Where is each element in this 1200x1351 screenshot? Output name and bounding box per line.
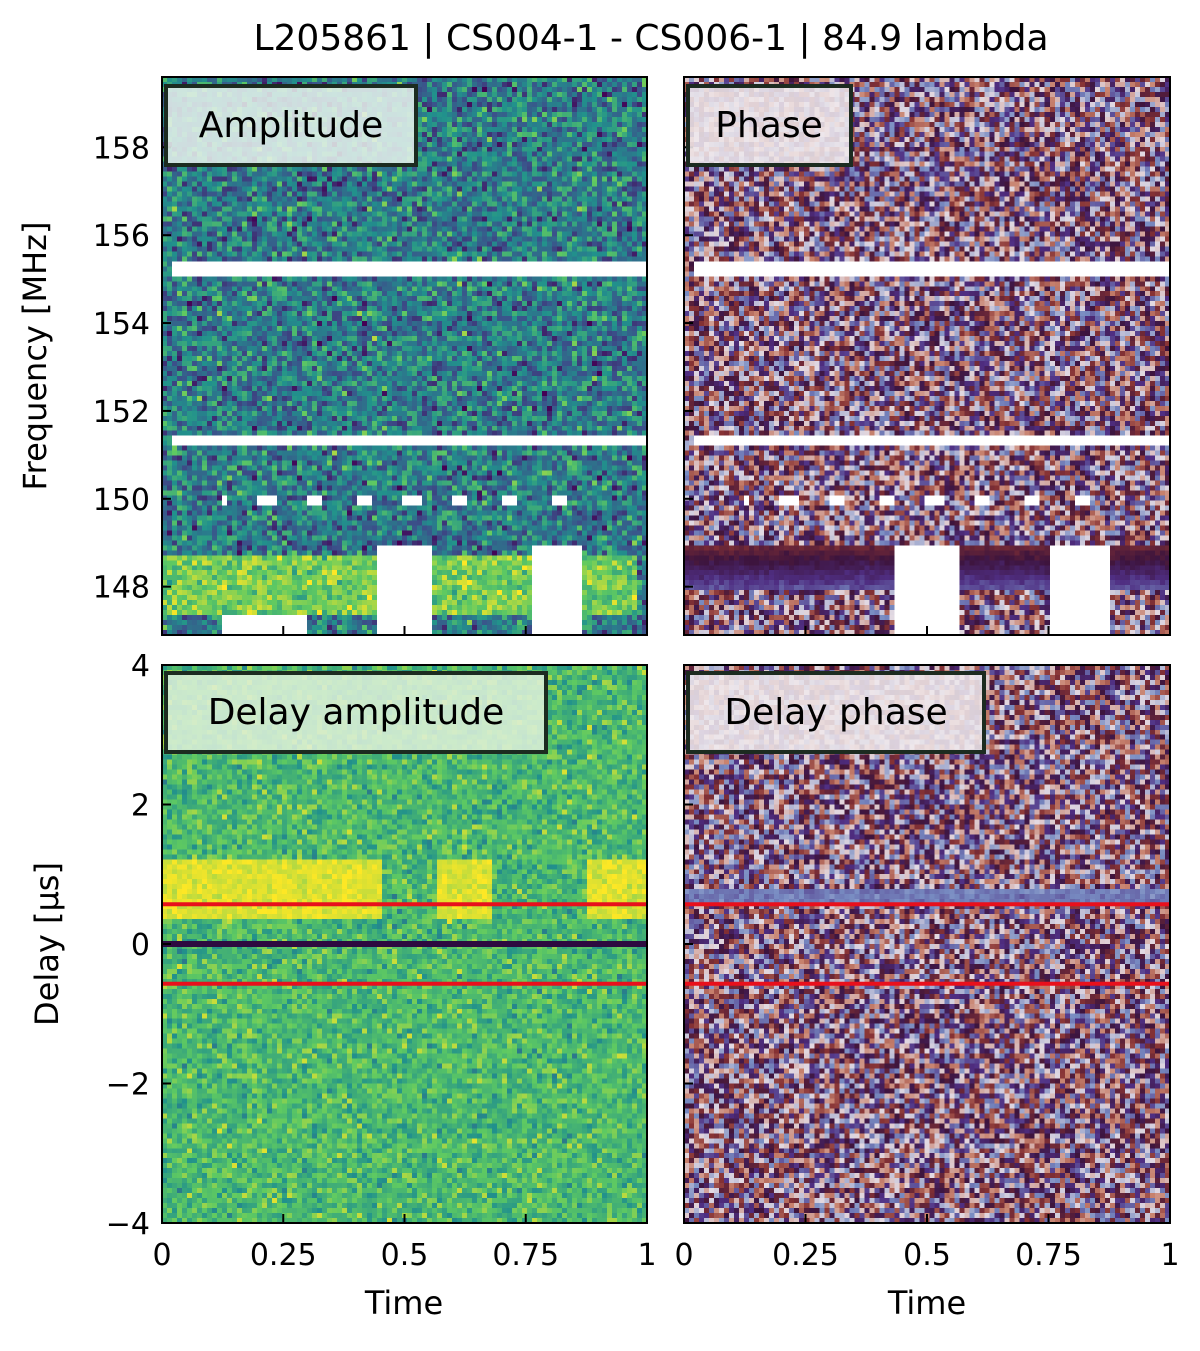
delay_amplitude-ytick-label-2: 0 xyxy=(131,928,150,963)
delay-phase-label: Delay phase xyxy=(724,692,947,733)
amplitude-ytick-label-4: 156 xyxy=(93,219,150,254)
panel-delay-phase: 0 0.25 0.5 0.75 1 Delay phase xyxy=(674,664,1180,1273)
delay_amplitude-ytick-label-3: 2 xyxy=(131,789,150,824)
delay-phase-label-box: Delay phase xyxy=(686,671,986,754)
delay_phase-xtick-label-2: 0.5 xyxy=(903,1238,951,1273)
delay_phase-xtick-label-4: 1 xyxy=(1160,1238,1179,1273)
amplitude-ytick-label-5: 158 xyxy=(93,131,150,166)
delay-amplitude-label: Delay amplitude xyxy=(208,692,505,733)
panel-phase: Phase xyxy=(683,76,1171,636)
delay_amplitude-ytick-label-4: 4 xyxy=(131,649,150,684)
amplitude-ylabel: Frequency [MHz] xyxy=(16,222,54,491)
delay_amplitude-xtick-label-2: 0.5 xyxy=(381,1238,429,1273)
delay_phase-xtick-label-0: 0 xyxy=(674,1238,693,1273)
delay_amplitude-xtick-label-1: 0.25 xyxy=(250,1238,317,1273)
delay_amplitude-xtick-label-4: 1 xyxy=(637,1238,656,1273)
amplitude-label-box: Amplitude xyxy=(164,84,418,167)
delay_amplitude-ytick-label-0: −4 xyxy=(106,1207,150,1242)
amplitude-ytick-label-0: 148 xyxy=(93,571,150,606)
amplitude-ytick-label-2: 152 xyxy=(93,395,150,430)
amplitude-heatmap xyxy=(162,77,647,635)
delay-amplitude-ylabel: Delay [µs] xyxy=(28,862,66,1026)
phase-heatmap xyxy=(684,77,1170,635)
delay_phase-xtick-label-3: 0.75 xyxy=(1015,1238,1082,1273)
amplitude-ytick-label-3: 154 xyxy=(93,307,150,342)
phase-label-box: Phase xyxy=(686,84,853,167)
panel-delay-amplitude: 0 0.25 0.5 0.75 1 −4 −2 0 2 4 Delay amplitude xyxy=(106,649,657,1273)
amplitude-ytick-label-1: 150 xyxy=(93,483,150,518)
phase-label: Phase xyxy=(715,105,823,146)
amplitude-label: Amplitude xyxy=(199,105,383,146)
delay_phase-xtick-label-1: 0.25 xyxy=(772,1238,839,1273)
delay_amplitude-ytick-label-1: −2 xyxy=(106,1068,150,1103)
delay-amplitude-xlabel: Time xyxy=(364,1284,443,1322)
delay-phase-heatmap xyxy=(684,665,1170,1223)
delay-phase-xlabel: Time xyxy=(887,1284,966,1322)
delay_amplitude-xtick-label-3: 0.75 xyxy=(492,1238,559,1273)
delay_amplitude-xtick-label-0: 0 xyxy=(152,1238,171,1273)
figure-title: L205861 | CS004-1 - CS006-1 | 84.9 lambd… xyxy=(253,18,1048,59)
panel-amplitude: 148 150 152 154 156 158 Amplitude xyxy=(93,76,648,636)
delay-amplitude-label-box: Delay amplitude xyxy=(164,671,548,754)
